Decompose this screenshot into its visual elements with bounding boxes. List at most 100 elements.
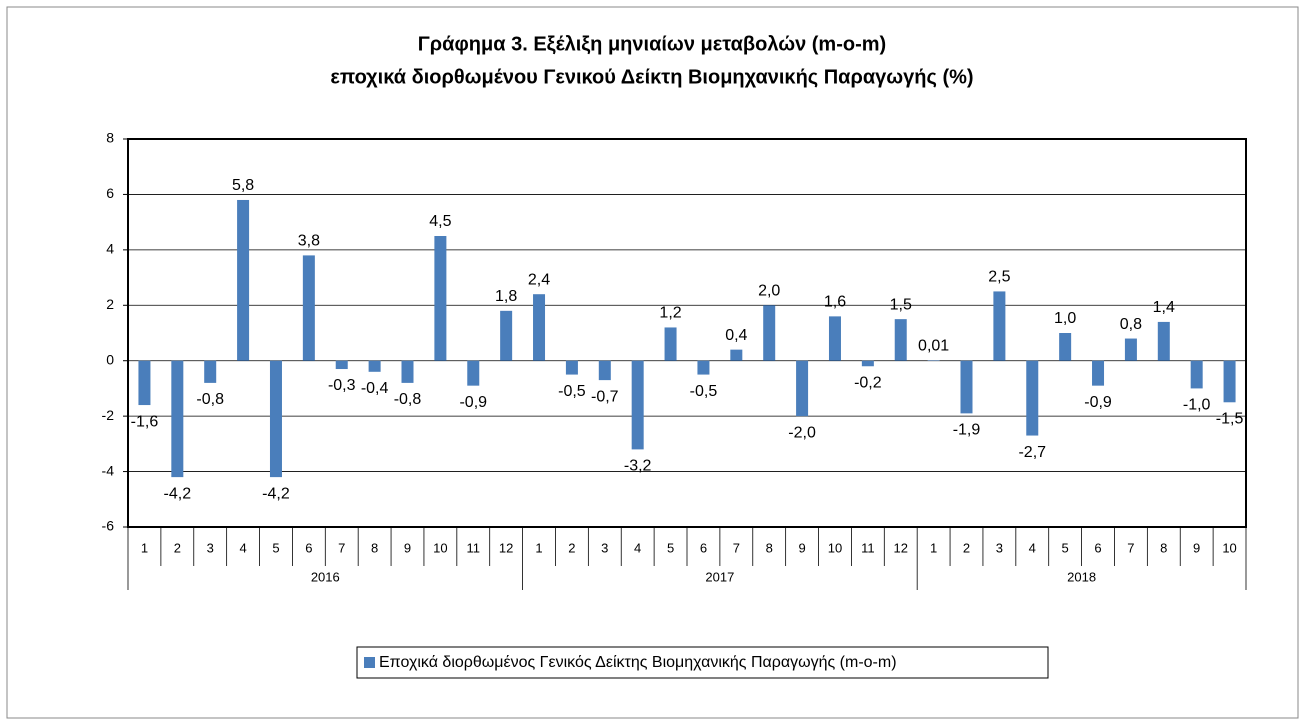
x-tick-label: 8 [1160,540,1167,555]
bar [500,310,513,361]
y-tick-label: 0 [106,351,114,367]
data-label: -1,6 [131,413,159,430]
data-label: -0,3 [328,377,356,394]
x-tick-label: 3 [601,540,608,555]
data-label: -1,0 [1183,397,1211,414]
bar [796,360,809,417]
data-label: 2,4 [528,271,550,288]
x-tick-label: 1 [141,540,148,555]
y-tick-label: 2 [106,296,114,312]
x-tick-label: 2 [568,540,575,555]
x-tick-label: 7 [733,540,740,555]
bar [467,360,480,386]
x-tick-label: 7 [1127,540,1134,555]
x-tick-label: 3 [996,540,1003,555]
bar [730,349,743,361]
bar [763,305,776,361]
x-tick-label: 6 [305,540,312,555]
data-label: -2,7 [1018,444,1046,461]
bar [401,360,414,383]
x-tick-label: 2 [174,540,181,555]
x-tick-label: 5 [272,540,279,555]
y-tick-label: -2 [102,407,115,423]
x-tick-label: 4 [1029,540,1036,555]
data-label: 1,0 [1054,310,1076,327]
data-label: 1,5 [890,296,912,313]
x-tick-label: 9 [404,540,411,555]
bar [269,360,282,478]
x-tick-label: 12 [499,540,513,555]
data-label: 3,8 [298,233,320,250]
bar [1026,360,1039,436]
data-label: 0,4 [725,327,747,344]
x-tick-label: 5 [1062,540,1069,555]
x-group-label: 2017 [705,569,734,584]
x-tick-label: 6 [700,540,707,555]
bar [664,327,677,361]
data-label: 1,4 [1153,299,1175,316]
bar [927,360,940,361]
bar [960,360,973,414]
legend [356,646,1049,679]
x-tick-label: 10 [828,540,842,555]
data-label: -0,4 [361,380,389,397]
data-label: 4,5 [429,213,451,230]
legend-label: Εποχικά διορθωμένος Γενικός Δείκτης Βιομ… [379,654,897,671]
bar [631,360,644,450]
data-label: -2,0 [788,424,816,441]
data-label: 1,8 [495,288,517,305]
x-tick-label: 12 [894,540,908,555]
bar [335,360,348,370]
data-label: -1,9 [953,422,981,439]
data-label: 0,01 [918,338,949,355]
data-label: -3,2 [624,458,652,475]
x-group-label: 2016 [311,569,340,584]
data-label: -4,2 [164,485,192,502]
x-tick-label: 10 [433,540,447,555]
y-tick-label: -6 [102,518,115,534]
bar [1092,360,1105,386]
data-label: -0,5 [558,383,586,400]
x-tick-label: 1 [930,540,937,555]
bar [1223,360,1236,403]
bar [138,360,151,406]
y-tick-label: 4 [106,241,114,257]
x-tick-label: 9 [1193,540,1200,555]
x-tick-label: 6 [1094,540,1101,555]
data-label: 1,2 [659,305,681,322]
bar [434,236,447,361]
data-label: -0,8 [394,391,422,408]
bar [171,360,184,478]
bar [861,360,874,367]
x-tick-label: 3 [207,540,214,555]
chart-frame [6,6,1299,719]
data-label: -1,5 [1216,411,1244,428]
bar [598,360,611,381]
bar [697,360,710,375]
data-label: 2,0 [758,283,780,300]
x-tick-label: 11 [861,540,875,555]
bar [1059,333,1072,361]
x-tick-label: 1 [535,540,542,555]
bar [533,294,546,361]
data-label: -0,7 [591,388,619,405]
x-tick-label: 10 [1222,540,1236,555]
x-tick-label: 8 [371,540,378,555]
x-tick-label: 5 [667,540,674,555]
x-tick-label: 2 [963,540,970,555]
data-label: -0,8 [196,391,224,408]
data-label: 2,5 [988,269,1010,286]
data-label: 0,8 [1120,316,1142,333]
x-tick-label: 4 [634,540,641,555]
chart-subtitle: εποχικά διορθωμένου Γενικού Δείκτη Βιομη… [330,66,973,88]
bar [993,291,1006,361]
x-tick-label: 9 [798,540,805,555]
x-tick-label: 7 [338,540,345,555]
y-tick-label: -4 [102,462,115,478]
data-label: -0,2 [854,374,882,391]
bar [828,316,841,361]
data-label: 1,6 [824,294,846,311]
bar [302,255,315,361]
data-label: 5,8 [232,177,254,194]
